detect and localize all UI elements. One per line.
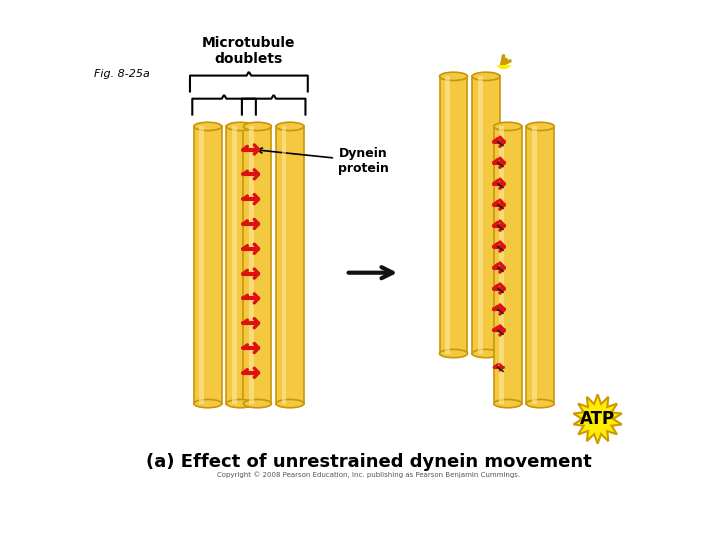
Bar (526, 126, 554, 403)
Text: Copyright © 2008 Pearson Education, Inc. publishing as Pearson Benjamin Cummings: Copyright © 2008 Pearson Education, Inc.… (217, 471, 521, 478)
Bar (249, 126, 254, 403)
Ellipse shape (276, 400, 304, 408)
Ellipse shape (243, 400, 271, 408)
Bar (494, 126, 522, 403)
Text: Dynein
protein: Dynein protein (257, 147, 389, 175)
Bar (500, 126, 504, 403)
Bar (532, 126, 537, 403)
Bar (477, 76, 482, 354)
Bar (276, 126, 304, 403)
Ellipse shape (276, 122, 304, 131)
Ellipse shape (494, 400, 522, 408)
Ellipse shape (194, 122, 222, 131)
Text: ATP: ATP (580, 410, 615, 428)
Ellipse shape (472, 349, 500, 357)
Ellipse shape (194, 400, 222, 408)
Ellipse shape (226, 400, 254, 408)
Bar (439, 76, 467, 354)
Bar (226, 126, 254, 403)
Ellipse shape (526, 122, 554, 131)
Ellipse shape (439, 349, 467, 357)
Bar (445, 76, 450, 354)
Bar (194, 126, 222, 403)
Ellipse shape (243, 122, 271, 131)
Ellipse shape (472, 72, 500, 80)
Bar (232, 126, 237, 403)
Ellipse shape (226, 122, 254, 131)
Bar (243, 126, 271, 403)
Polygon shape (573, 394, 622, 444)
Text: (a) Effect of unrestrained dynein movement: (a) Effect of unrestrained dynein moveme… (146, 454, 592, 471)
Bar (282, 126, 287, 403)
Ellipse shape (494, 122, 522, 131)
Bar (472, 76, 500, 354)
Ellipse shape (526, 400, 554, 408)
Text: Fig. 8-25a: Fig. 8-25a (94, 69, 150, 79)
Bar (199, 126, 204, 403)
Ellipse shape (439, 72, 467, 80)
Text: Microtubule
doublets: Microtubule doublets (202, 36, 296, 66)
